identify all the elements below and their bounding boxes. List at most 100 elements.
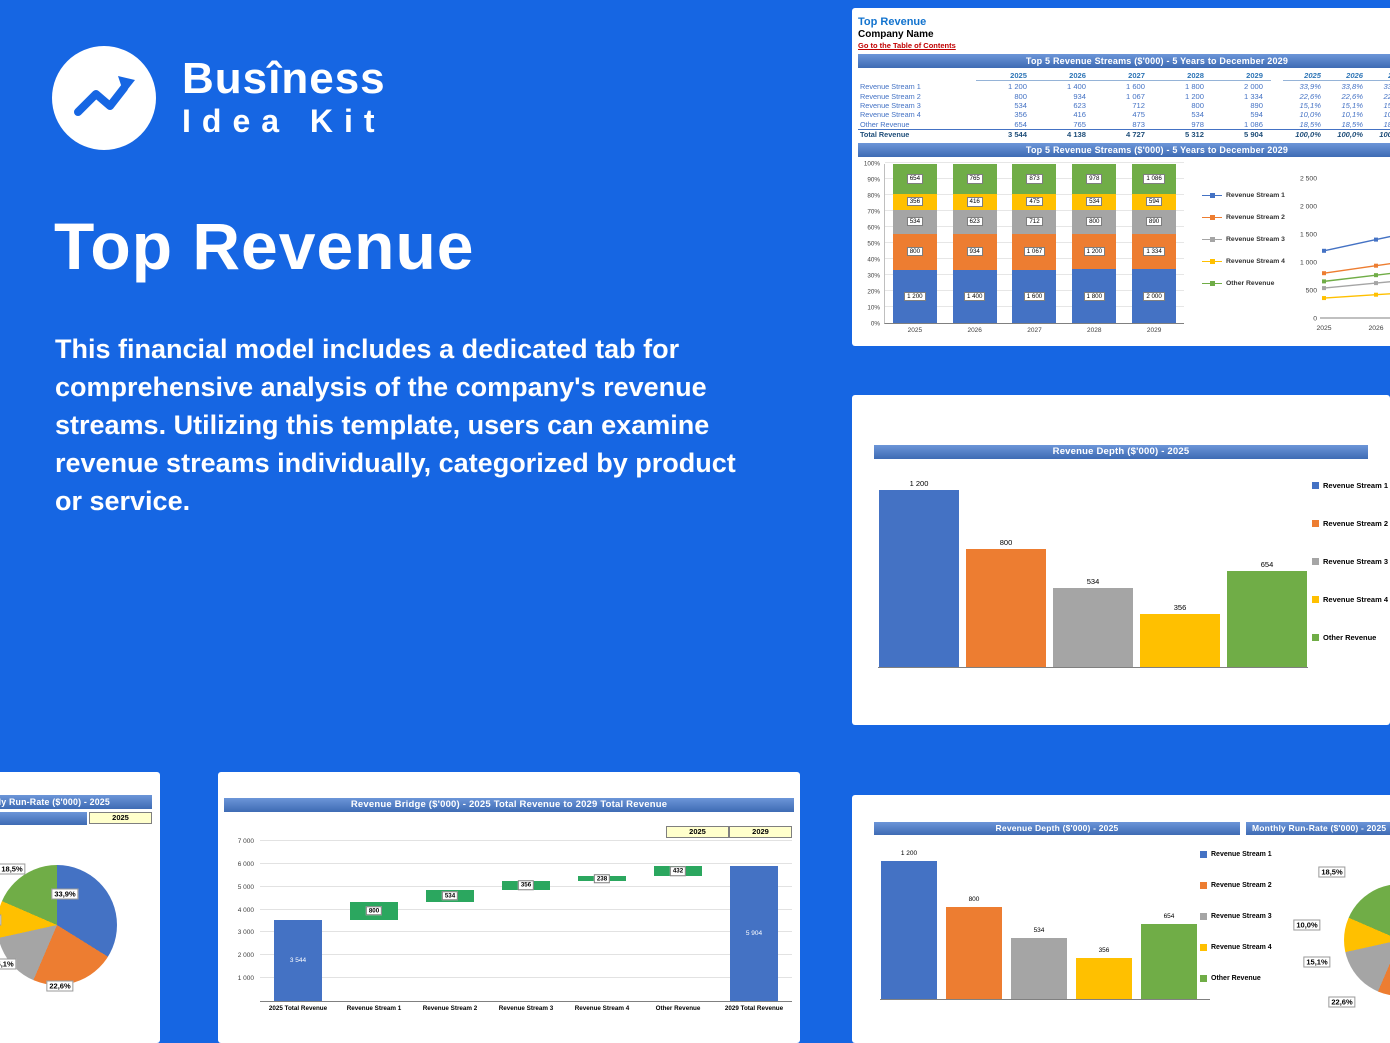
y-tick: 1 000 [237, 975, 254, 983]
stacked-y-axis: 100% 90% 80% 70% 60% 50% 40% 30% 20% 10% 0% [858, 160, 884, 328]
cell-value: 623 [1073, 100, 1086, 110]
row-label: Total Revenue [860, 130, 910, 140]
bar: 654 [1141, 913, 1197, 999]
chart-title-bar: Revenue Depth ($'000) - 2025 [874, 822, 1240, 835]
bar-value-label: 800 [999, 538, 1013, 547]
cell-value: 765 [1073, 119, 1086, 129]
legend-item: Revenue Stream 2 [1312, 519, 1388, 528]
svg-text:2 500: 2 500 [1300, 176, 1317, 183]
cell-value: 534 [1191, 110, 1204, 120]
y-tick: 80% [867, 192, 880, 200]
bar-segment: 934 [952, 233, 997, 270]
table-of-contents-link[interactable]: Go to the Table of Contents [858, 41, 956, 50]
cell-value: 1 800 [1184, 82, 1204, 92]
cell-value: 534 [1014, 100, 1027, 110]
x-tick: 2029 Total Revenue [724, 1005, 784, 1012]
legend-marker [1202, 259, 1222, 265]
legend-label: Revenue Stream 1 [1226, 192, 1285, 200]
legend-marker [1200, 913, 1207, 920]
cell-pct: 10,0% [1299, 110, 1321, 120]
page-title: Top Revenue [54, 209, 475, 283]
stacked-bar-chart: 100% 90% 80% 70% 60% 50% 40% 30% 20% 10% 0% 1 200 80… [858, 160, 1184, 340]
cell-pct: 22,6% [1383, 91, 1390, 101]
segment-value-label: 594 [1145, 196, 1163, 207]
bar-segment: 873 [1012, 164, 1057, 194]
svg-text:500: 500 [1306, 288, 1318, 295]
spreadsheet-preview-card: Top Revenue Company Name Go to the Table… [852, 8, 1390, 346]
bar-value-label: 800 [968, 896, 980, 903]
bar-segment: 534 [1072, 193, 1117, 210]
depth-and-run-rate-card: Revenue Depth ($'000) - 2025 Monthly Run… [852, 795, 1390, 1043]
y-tick: 6 000 [237, 860, 254, 868]
x-tick: 2027 [1027, 327, 1042, 335]
gridline [260, 954, 792, 956]
bar-segment: 978 [1072, 164, 1117, 194]
table-header-bar: Top 5 Revenue Streams ($'000) - 5 Years … [858, 54, 1390, 68]
segment-value-label: 800 [1086, 216, 1103, 227]
segment-value-label: 356 [906, 196, 924, 207]
y-tick: 7 000 [237, 838, 254, 845]
cell-pct: 22,6% [1341, 91, 1363, 101]
brand-name: Busîness Idea Kit [182, 56, 386, 140]
segment-value-label: 765 [966, 174, 983, 184]
segment-value-label: 712 [1026, 216, 1043, 227]
year-header: 2025 [976, 71, 1035, 81]
cell-value: 1 086 [1243, 119, 1263, 129]
bar: 1 200 [881, 850, 937, 999]
svg-text:2026: 2026 [1368, 325, 1383, 332]
legend-item: Other Revenue [1200, 975, 1272, 982]
segment-value-label: 623 [966, 216, 983, 227]
cell-value: 5 312 [1184, 130, 1204, 140]
x-tick: Other Revenue [655, 1005, 701, 1012]
gridline [260, 977, 792, 979]
bar-value-label: 5 904 [745, 930, 763, 938]
bar-value-label: 654 [1163, 913, 1175, 920]
year-selector-row: 2025 [0, 812, 152, 825]
year-selector[interactable]: 2025 [666, 826, 729, 838]
segment-value-label: 890 [1145, 216, 1163, 227]
year-header: 2026 [1035, 71, 1094, 81]
revenue-depth-card: Revenue Depth ($'000) - 2025 1 200 800 534… [852, 395, 1390, 725]
x-tick: 2028 [1087, 327, 1102, 335]
legend-marker [1202, 215, 1222, 221]
legend-marker [1200, 882, 1207, 889]
y-axis: 7 000 6 000 5 000 4 000 3 000 2 000 1 000 [224, 838, 256, 1002]
chart-title-bar: Revenue Bridge ($'000) - 2025 Total Reve… [224, 798, 794, 812]
legend-item: Revenue Stream 2 [1202, 214, 1285, 221]
x-tick: 2029 [1146, 327, 1162, 335]
cell-pct: 33,8% [1341, 82, 1363, 92]
legend-label: Revenue Stream 3 [1211, 913, 1272, 920]
table-row: Revenue Stream 3 534 623 712 800 890 15,1% 15,1… [858, 101, 1390, 110]
stacked-bar: 1 400 934 623 416 765 2026 [952, 164, 997, 334]
bar: 654 [1227, 560, 1307, 667]
year-selector[interactable]: 2029 [729, 826, 792, 838]
year-selector[interactable]: 2025 [89, 812, 152, 824]
bar: 1 200 [879, 479, 959, 667]
legend-item: Revenue Stream 3 [1202, 236, 1285, 243]
y-tick: 60% [867, 224, 880, 232]
run-rate-pie-chart [0, 865, 117, 985]
bar-segment: 1 800 [1072, 269, 1117, 324]
y-tick: 4 000 [237, 906, 254, 914]
pie-slice-label: 33,9% [51, 888, 79, 900]
legend-marker [1202, 193, 1222, 199]
svg-text:1 500: 1 500 [1300, 232, 1317, 239]
segment-value-label: 1 600 [1023, 291, 1046, 302]
y-tick: 10% [867, 304, 880, 312]
legend-marker-square [1210, 281, 1215, 287]
segment-value-label: 534 [1086, 196, 1103, 207]
bar-value-label: 238 [593, 873, 611, 884]
bar-segment: 712 [1012, 209, 1057, 234]
revenue-depth-chart: 1 200 800 534 356 654 [878, 479, 1308, 668]
cell-pct: 18,5% [1341, 119, 1363, 129]
stacked-bar: 1 200 800 534 356 654 2025 [892, 164, 937, 334]
y-tick: 100% [863, 160, 880, 168]
cell-value: 978 [1191, 119, 1204, 129]
segment-value-label: 800 [906, 246, 924, 257]
cell-pct: 22,6% [1299, 91, 1321, 101]
bar-value-label: 800 [365, 906, 383, 916]
legend-label: Other Revenue [1211, 975, 1261, 982]
row-label: Revenue Stream 3 [860, 100, 921, 110]
